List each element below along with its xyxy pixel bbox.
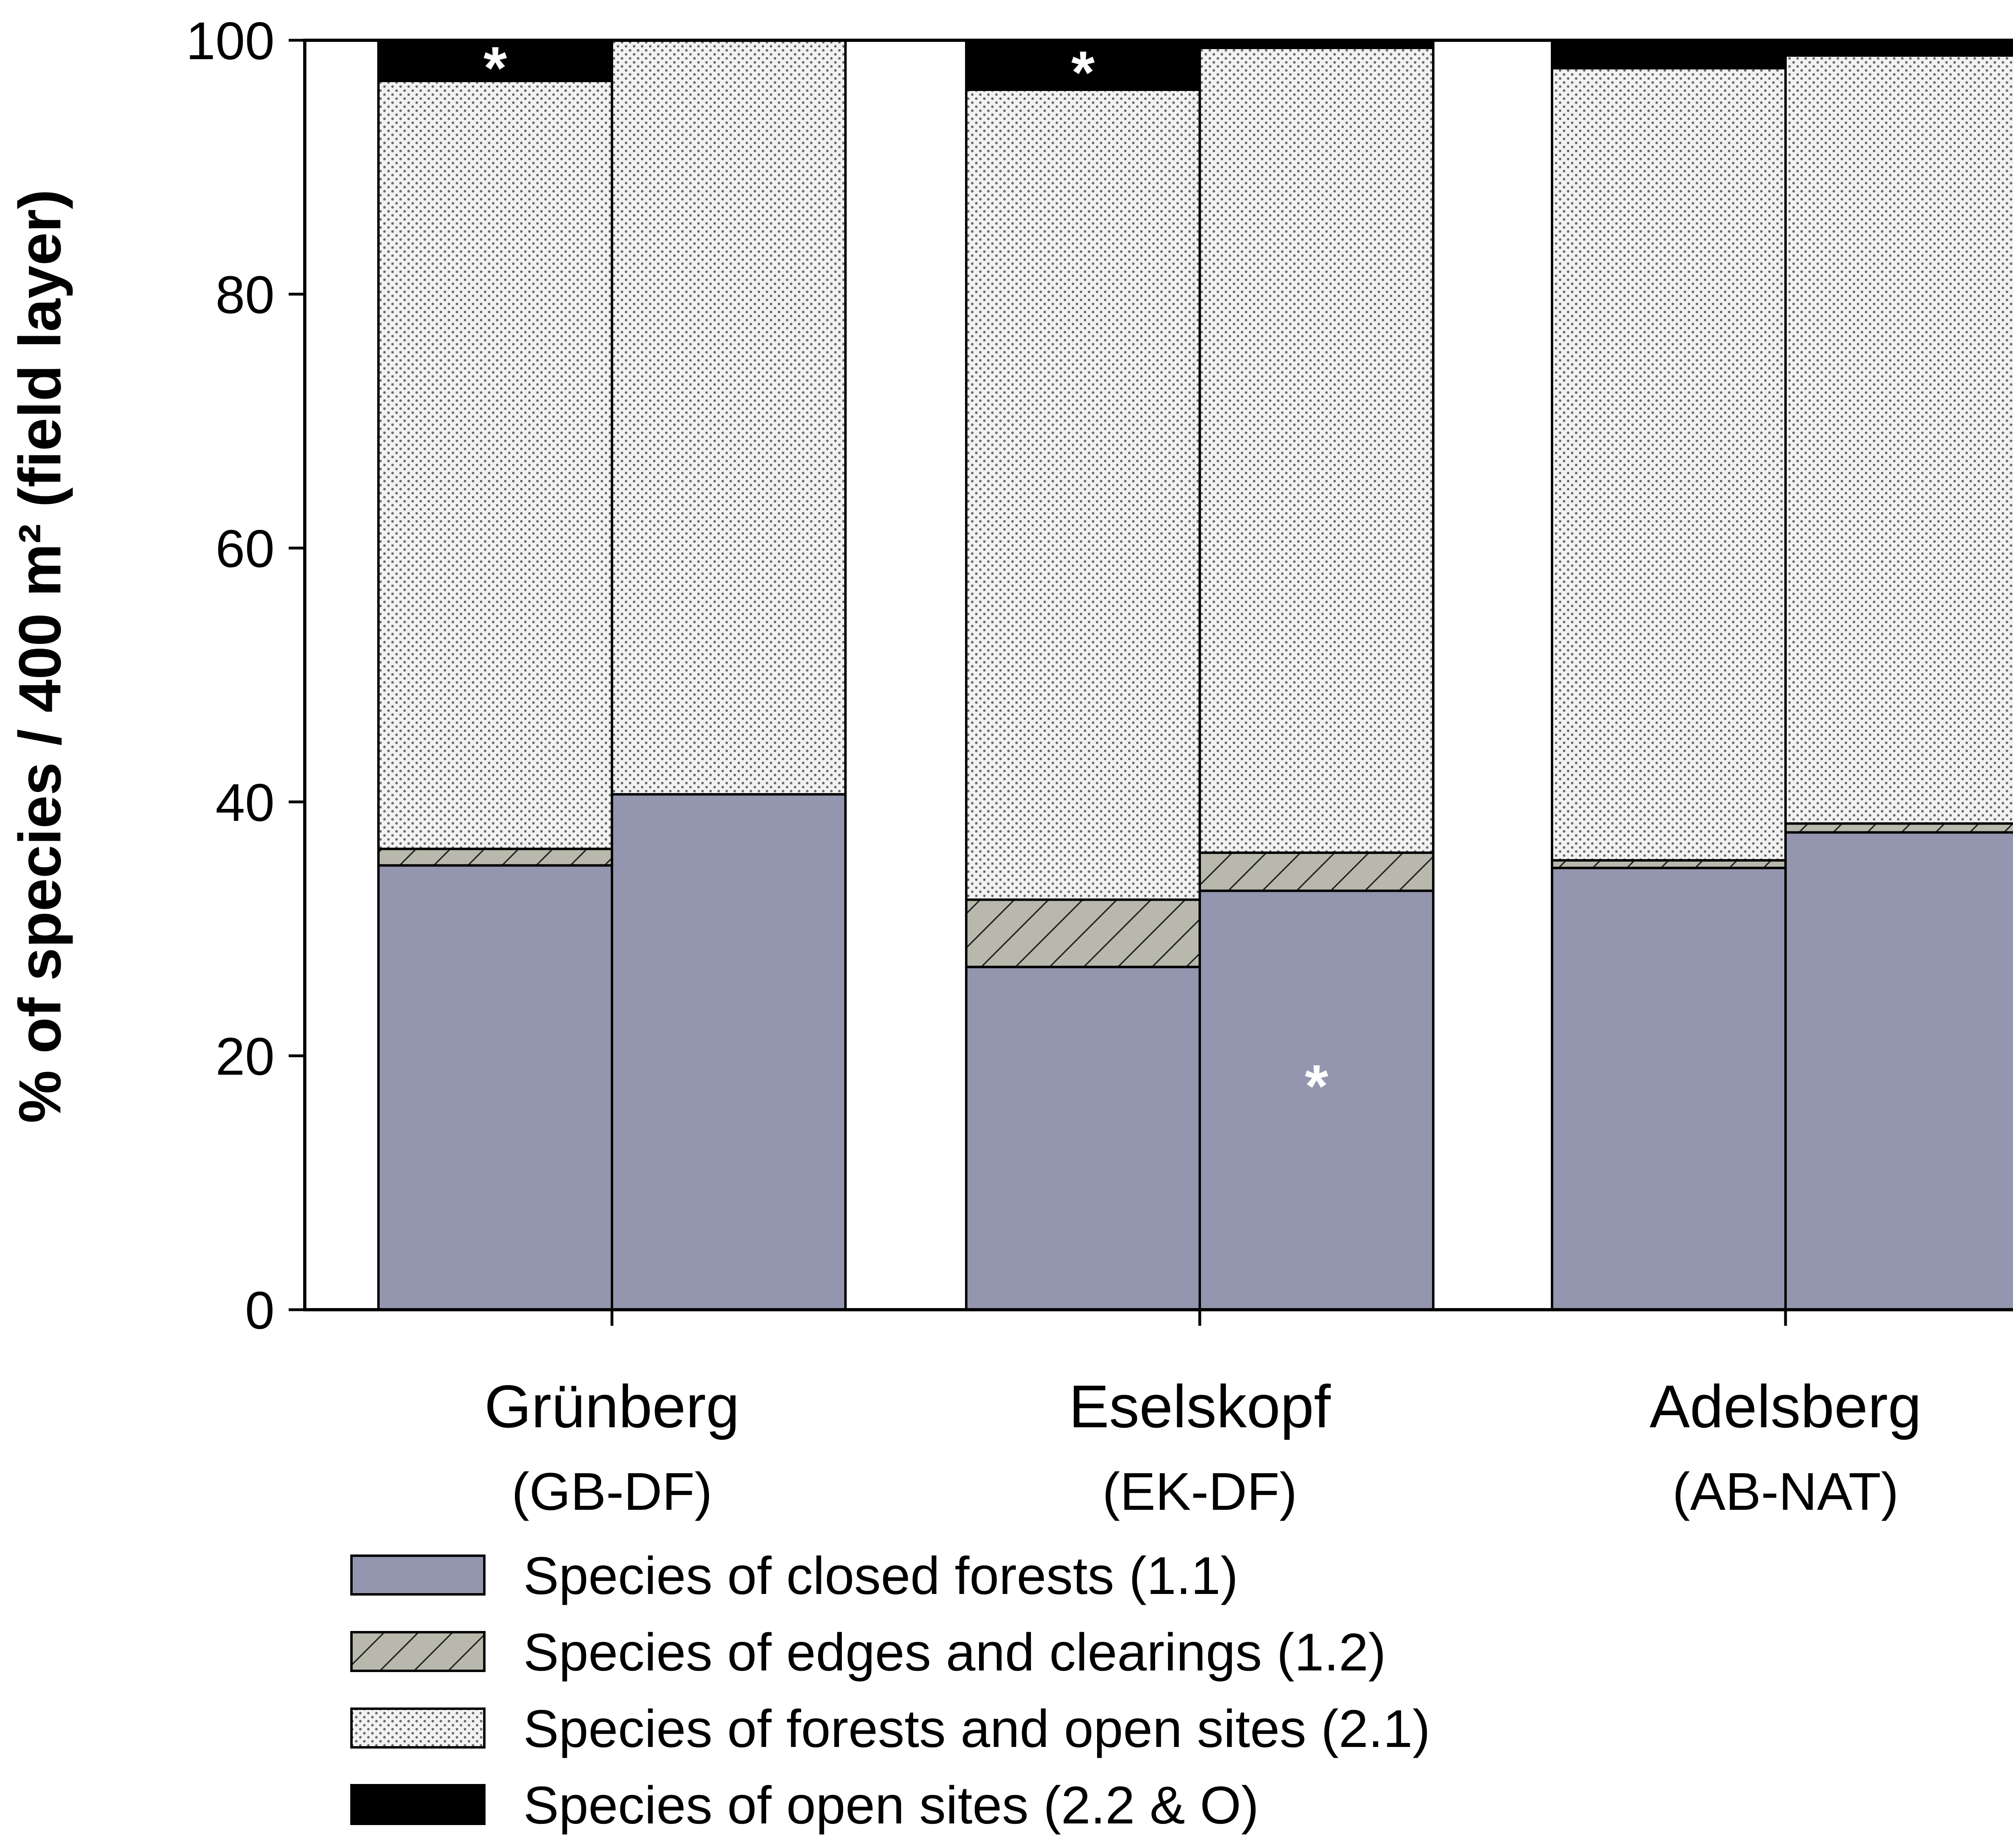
group-code-label: (AB-NAT) — [1672, 1462, 1899, 1521]
bar-segment-edges — [377, 848, 613, 867]
bar-segment-forest_open — [1199, 46, 1434, 854]
y-tick-label: 40 — [215, 773, 275, 832]
y-tick-label: 80 — [215, 265, 275, 325]
group-name-label: Grünberg — [484, 1373, 740, 1440]
bar-segment-edges — [1199, 851, 1434, 892]
group-code-label: (EK-DF) — [1102, 1462, 1297, 1521]
bar-segment-closed — [965, 965, 1201, 1311]
y-tick-label: 20 — [215, 1027, 275, 1086]
y-tick-label: 0 — [245, 1281, 275, 1340]
bar-segment-open — [1784, 39, 2013, 57]
bar-segment-closed — [1199, 889, 1434, 1311]
bar-segment-closed — [377, 864, 613, 1311]
legend-swatch-open — [350, 1784, 486, 1825]
bar-segment-forest_open — [1784, 54, 2013, 825]
y-tick-label: 100 — [186, 11, 275, 70]
group-name-label: Adelsberg — [1649, 1373, 1921, 1440]
bars-layer: * * * — [377, 34, 2013, 1311]
y-axis-title: % of species / 400 m² (field layer) — [7, 189, 73, 1123]
bar-segment-closed — [611, 793, 847, 1311]
significance-star: * — [1071, 38, 1095, 106]
legend-label-closed: Species of closed forests (1.1) — [523, 1546, 1238, 1605]
group-code-label: (GB-DF) — [512, 1462, 713, 1521]
bar-segment-closed — [1784, 831, 2013, 1311]
legend: Species of closed forests (1.1) Species o… — [350, 1546, 1430, 1835]
group-name-label: Eselskopf — [1069, 1373, 1331, 1440]
legend-label-forest_open: Species of forests and open sites (2.1) — [523, 1699, 1430, 1758]
significance-star: * — [1305, 1052, 1329, 1120]
axes-layer: 0 20 40 60 80 100 Grünberg (GB-DF) Eselskopf (EK-… — [186, 11, 2013, 1521]
legend-swatch-closed — [350, 1554, 486, 1596]
bar-segment-open — [1551, 39, 1787, 70]
legend-label-edges: Species of edges and clearings (1.2) — [523, 1623, 1386, 1682]
legend-swatch-forest_open — [350, 1707, 486, 1749]
bar-segment-forest_open — [611, 39, 847, 796]
bar-segment-edges — [965, 898, 1201, 968]
legend-label-open: Species of open sites (2.2 & O) — [523, 1776, 1259, 1835]
bar-segment-forest_open — [1551, 67, 1787, 862]
significance-star: * — [484, 34, 507, 101]
bar-segment-edges — [1784, 822, 2013, 834]
y-tick-label: 60 — [215, 519, 275, 578]
bar-segment-closed — [1551, 866, 1787, 1311]
plot-frame — [303, 39, 2013, 1311]
bar-segment-forest_open — [965, 88, 1201, 901]
legend-swatch-edges — [350, 1631, 486, 1672]
bar-segment-forest_open — [377, 79, 613, 850]
